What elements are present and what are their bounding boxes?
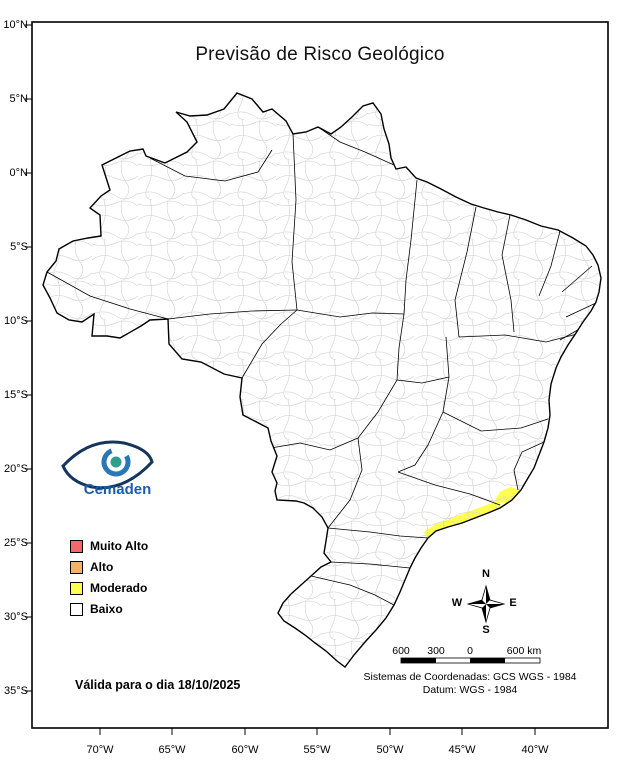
latitude-label: 15°S [4,389,28,401]
legend-item-alto: Alto [70,561,148,574]
risk-legend: Muito Alto Alto Moderado Baixo [70,540,148,616]
compass-north-label: N [482,568,490,580]
legend-label: Muito Alto [90,539,149,553]
compass-west-label: W [451,597,463,609]
axis-ticks [25,24,536,735]
compass-south-label: S [482,624,490,636]
legend-swatch-baixo [70,603,83,616]
longitude-label: 60°W [231,744,259,756]
longitude-label: 55°W [303,744,331,756]
legend-swatch-muito-alto [70,540,83,553]
legend-item-moderado: Moderado [70,582,148,595]
legend-label: Moderado [90,581,148,595]
state-borders [46,126,597,606]
scale-label: 300 [427,645,445,657]
compass-east-label: E [509,597,517,609]
legend-swatch-alto [70,561,83,574]
coordinate-system-line: Sistemas de Coordenadas: GCS WGS - 1984 [363,671,577,683]
cemaden-logo-text: Cemaden [83,481,152,498]
legend-swatch-moderado [70,582,83,595]
legend-label: Alto [90,560,114,574]
latitude-label: 10°S [4,315,28,327]
latitude-label: 20°S [4,463,28,475]
projection-info: Sistemas de Coordenadas: GCS WGS - 1984 … [345,671,595,697]
scale-bar [400,657,541,664]
longitude-label: 40°W [521,744,549,756]
latitude-label: 30°S [4,611,28,623]
datum-line: Datum: WGS - 1984 [422,684,518,696]
legend-label: Baixo [90,602,123,616]
latitude-label: 10°N [3,19,28,31]
legend-item-baixo: Baixo [70,603,148,616]
scale-label: 600 km [506,645,542,657]
longitude-label: 70°W [86,744,114,756]
scale-label: 0 [467,645,473,657]
compass-rose-icon [466,584,506,624]
brazil-map [42,92,602,668]
latitude-label: 35°S [4,685,28,697]
legend-item-muito-alto: Muito Alto [70,540,148,553]
map-frame-border [31,21,609,729]
validity-note: Válida para o dia 18/10/2025 [75,678,241,692]
latitude-label: 5°N [9,93,28,105]
cemaden-logo-icon [61,440,154,490]
longitude-label: 65°W [158,744,186,756]
longitude-label: 45°W [448,744,476,756]
scale-label: 600 [392,645,410,657]
latitude-label: 0°N [9,167,28,179]
map-title: Previsão de Risco Geológico [195,44,445,65]
latitude-label: 25°S [4,537,28,549]
longitude-label: 50°W [376,744,404,756]
latitude-label: 5°S [10,241,28,253]
